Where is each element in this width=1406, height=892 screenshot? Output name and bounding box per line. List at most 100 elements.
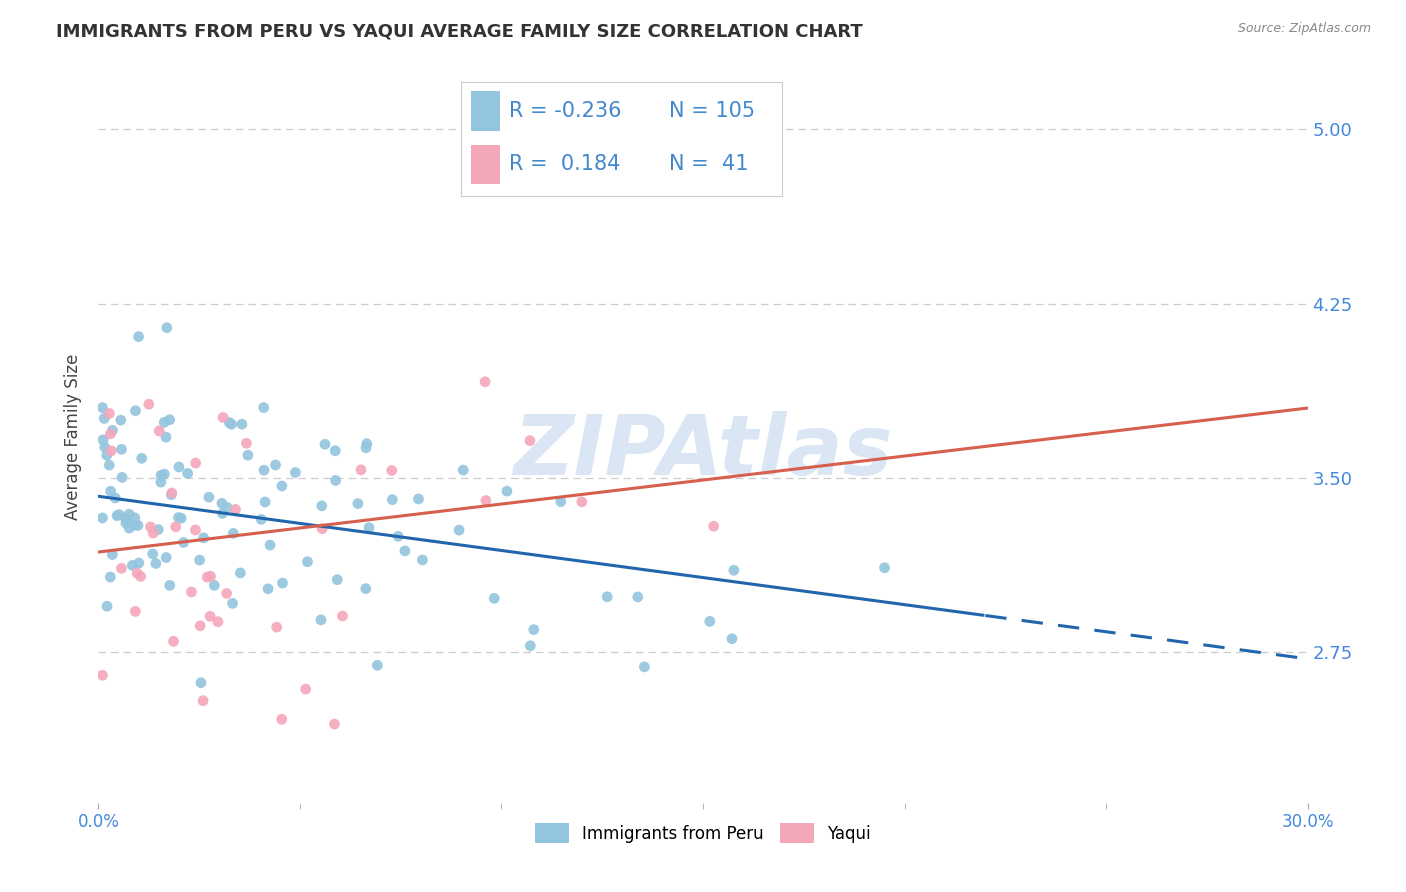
Point — [190, 675, 212, 690]
Point — [474, 375, 496, 389]
Point — [167, 510, 190, 524]
Point — [221, 417, 243, 432]
Point — [475, 493, 498, 508]
Point — [627, 590, 650, 604]
Point — [294, 682, 316, 697]
Text: Source: ZipAtlas.com: Source: ZipAtlas.com — [1237, 22, 1371, 36]
Point — [124, 511, 146, 525]
Point — [451, 463, 474, 477]
Point — [218, 416, 240, 430]
Point — [550, 494, 572, 508]
Point — [323, 717, 346, 731]
Point — [311, 522, 333, 536]
Point — [699, 615, 721, 629]
Point — [221, 596, 243, 610]
Point — [873, 560, 896, 574]
Point — [633, 660, 655, 674]
Point — [111, 470, 134, 484]
Point — [108, 508, 131, 522]
Point — [354, 582, 377, 596]
Point — [150, 468, 173, 483]
Point — [165, 520, 187, 534]
Point — [160, 486, 183, 500]
Point — [211, 496, 233, 510]
Point — [180, 585, 202, 599]
Point — [266, 620, 288, 634]
Point — [128, 556, 150, 570]
Point — [100, 443, 122, 458]
Point — [139, 520, 162, 534]
Point — [128, 329, 150, 343]
Text: ZIPAtlas: ZIPAtlas — [513, 411, 893, 492]
Point — [156, 320, 179, 334]
Point — [250, 512, 273, 526]
Point — [311, 499, 333, 513]
Point — [212, 410, 235, 425]
Point — [356, 436, 378, 450]
Point — [110, 561, 132, 575]
Point — [191, 694, 214, 708]
Point — [93, 411, 115, 425]
Point — [723, 563, 745, 577]
Point — [229, 566, 252, 580]
Point — [519, 639, 541, 653]
Point — [253, 401, 276, 415]
Point — [257, 582, 280, 596]
Point — [94, 440, 117, 454]
Point — [224, 502, 246, 516]
Point — [449, 523, 471, 537]
Point — [314, 437, 336, 451]
Point — [211, 507, 233, 521]
Point — [142, 526, 165, 541]
Point — [408, 491, 430, 506]
Point — [115, 516, 138, 531]
Point — [270, 712, 292, 726]
Point — [100, 484, 122, 499]
Point — [347, 497, 370, 511]
Point — [484, 591, 506, 606]
Point — [215, 586, 238, 600]
Point — [357, 521, 380, 535]
Point — [309, 613, 332, 627]
Point — [381, 463, 404, 477]
Point — [149, 475, 172, 490]
Point — [101, 548, 124, 562]
Point — [153, 467, 176, 481]
Point — [354, 441, 377, 455]
Point — [184, 456, 207, 470]
Point — [254, 495, 277, 509]
Point — [198, 609, 221, 624]
Point — [142, 547, 165, 561]
Point — [114, 512, 136, 526]
Point — [145, 557, 167, 571]
Point — [127, 566, 149, 580]
Point — [129, 569, 152, 583]
Point — [91, 433, 114, 447]
Point — [155, 550, 177, 565]
Point — [110, 413, 132, 427]
Point — [411, 553, 433, 567]
Point — [571, 495, 593, 509]
Point — [170, 511, 193, 525]
Point — [138, 397, 160, 411]
Point — [96, 448, 118, 462]
Point — [264, 458, 287, 472]
Point — [124, 518, 146, 533]
Point — [271, 479, 294, 493]
Y-axis label: Average Family Size: Average Family Size — [65, 354, 83, 520]
Point — [193, 531, 215, 545]
Point — [96, 599, 118, 614]
Point — [323, 443, 346, 458]
Point — [118, 521, 141, 535]
Point — [118, 507, 141, 521]
Point — [131, 451, 153, 466]
Point — [596, 590, 619, 604]
Point — [100, 426, 122, 441]
Point — [523, 623, 546, 637]
Point — [124, 403, 146, 417]
Point — [284, 466, 307, 480]
Point — [162, 634, 184, 648]
Point — [297, 555, 319, 569]
Point — [236, 448, 259, 462]
Point — [91, 668, 114, 682]
